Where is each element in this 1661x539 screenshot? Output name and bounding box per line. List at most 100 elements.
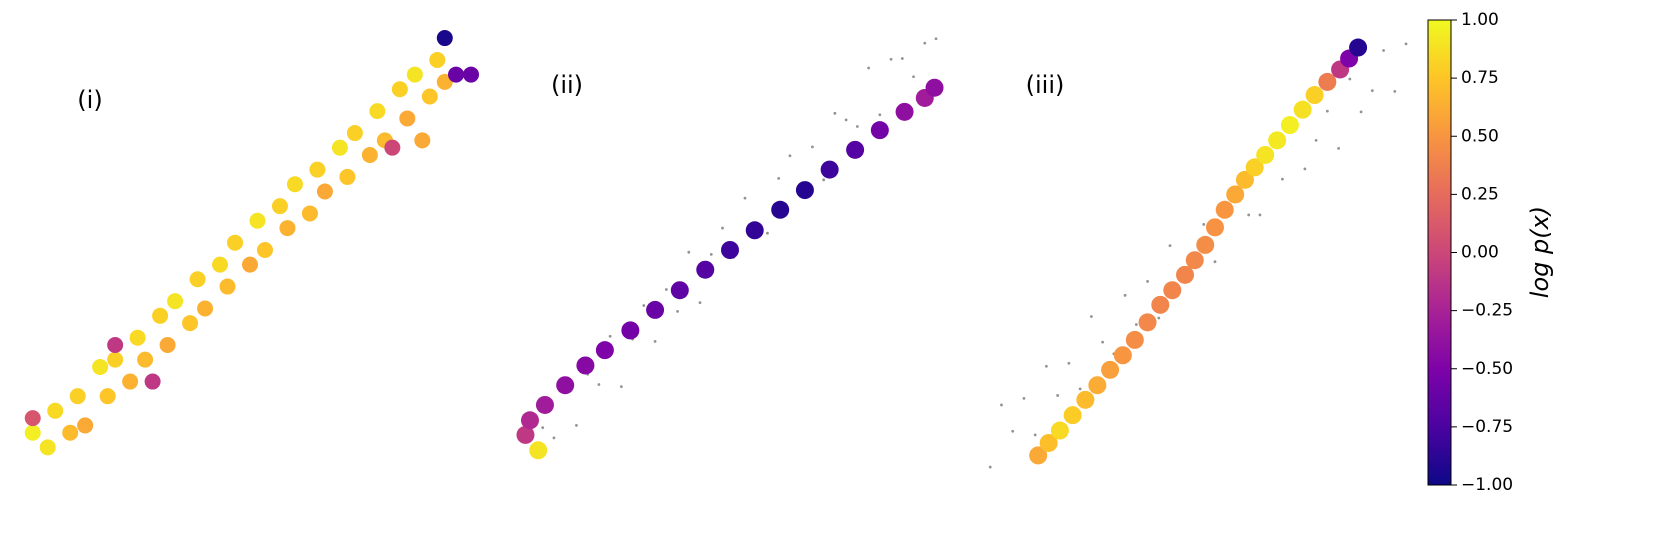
background-point (1011, 429, 1015, 433)
point (339, 168, 356, 185)
background-point (1045, 364, 1048, 368)
point (646, 300, 665, 319)
background-point (1157, 316, 1161, 320)
point (242, 256, 258, 273)
point (369, 103, 386, 120)
background-point (822, 178, 826, 182)
colorbar-tick-label: −0.25 (1461, 301, 1513, 321)
point (1076, 390, 1095, 409)
panel-title: (iii) (1026, 71, 1065, 99)
point (271, 198, 288, 215)
point (895, 102, 914, 121)
colorbar-tick-label: 0.75 (1461, 68, 1499, 88)
point (159, 337, 176, 354)
point (1235, 170, 1254, 189)
point (846, 140, 865, 159)
background-point (1382, 49, 1385, 52)
background-point (541, 426, 545, 430)
point (384, 139, 401, 156)
background-point (676, 309, 679, 313)
point (399, 110, 416, 127)
background-point (1370, 89, 1374, 93)
point (1138, 313, 1157, 332)
point (62, 424, 79, 441)
point (1226, 185, 1245, 204)
background-point (1056, 394, 1060, 397)
point (301, 205, 318, 222)
background-point (1281, 177, 1284, 181)
point (771, 200, 790, 219)
colorbar-tick-label: 0.00 (1461, 243, 1499, 263)
background-point (597, 383, 601, 386)
colorbar-tick-label: −1.00 (1461, 475, 1513, 495)
point (309, 161, 326, 178)
colorbar-tick-label: 1.00 (1461, 10, 1499, 30)
point (1113, 346, 1132, 365)
point (24, 424, 41, 441)
point (721, 241, 739, 259)
point (745, 221, 764, 240)
point (39, 439, 56, 456)
point (331, 139, 348, 156)
colorbar-tick-label: 0.25 (1461, 184, 1499, 204)
point (152, 307, 169, 324)
point (1101, 360, 1120, 379)
point (406, 66, 423, 83)
point (99, 388, 116, 405)
background-point (1303, 167, 1307, 171)
background-point (912, 75, 915, 79)
point (286, 176, 303, 193)
point (1349, 38, 1368, 57)
point (535, 395, 554, 414)
point (870, 121, 889, 140)
background-point (721, 226, 724, 230)
background-point (1033, 433, 1037, 437)
background-point (1168, 244, 1172, 248)
colorbar-label: log p(x) (1526, 206, 1554, 298)
background-point (867, 66, 870, 70)
background-point (1202, 223, 1206, 226)
point (107, 337, 124, 354)
background-point (687, 250, 691, 254)
background-point (619, 385, 623, 389)
background-point (1359, 110, 1363, 114)
point (212, 256, 229, 273)
point (137, 351, 154, 368)
point (414, 132, 431, 149)
background-point (855, 125, 859, 128)
background-point (1078, 387, 1082, 391)
point (346, 125, 363, 142)
background-point (1314, 138, 1318, 142)
background-point (1258, 213, 1262, 217)
background-point (1146, 280, 1149, 283)
point (529, 441, 548, 460)
background-point (889, 57, 893, 61)
background-point (608, 334, 612, 338)
point (670, 281, 689, 300)
point (189, 271, 206, 288)
panel: (i) (24, 30, 480, 456)
point (1088, 376, 1107, 395)
background-point (709, 252, 713, 256)
point (696, 260, 715, 279)
point (77, 417, 94, 434)
point (24, 410, 41, 427)
point (182, 315, 199, 332)
background-point (811, 145, 814, 149)
point (1256, 145, 1275, 164)
background-point (1247, 213, 1251, 217)
panel-title: (ii) (551, 71, 583, 99)
background-point (900, 57, 904, 60)
background-point (743, 196, 747, 200)
point (279, 220, 296, 237)
background-point (923, 41, 927, 45)
colorbar-tick-label: −0.50 (1461, 359, 1513, 379)
point (1125, 330, 1144, 349)
background-point (1348, 77, 1352, 81)
point (1318, 72, 1337, 91)
background-point (1123, 293, 1127, 297)
background-point (1134, 323, 1138, 326)
point (516, 425, 535, 444)
